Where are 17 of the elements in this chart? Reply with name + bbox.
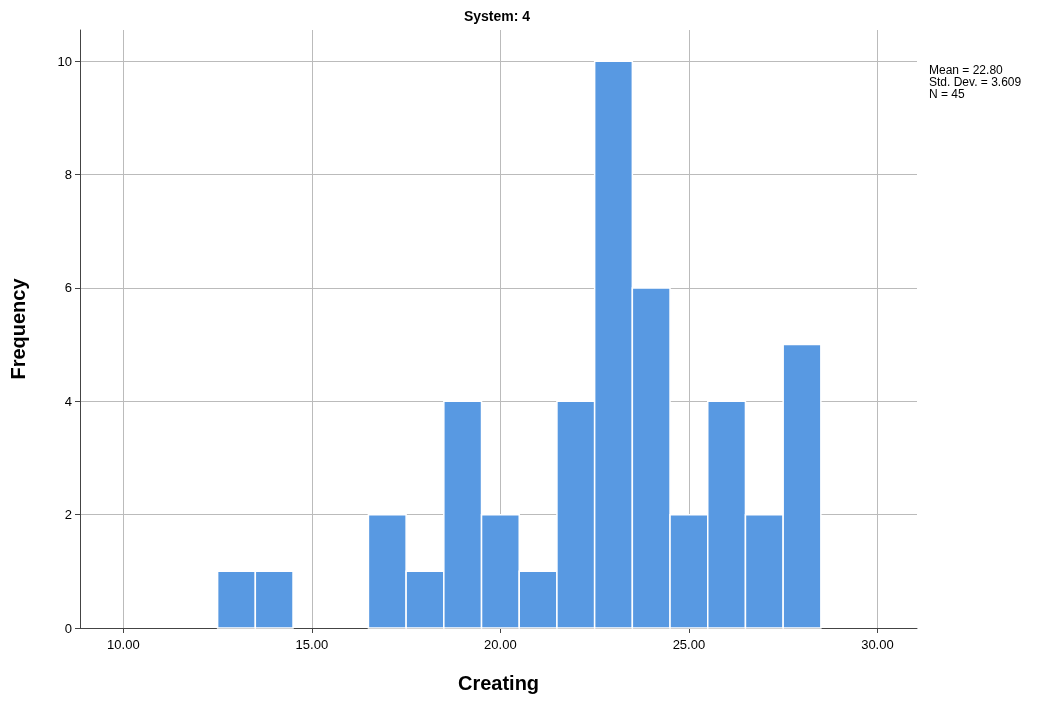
- x-tick-label: 25.00: [672, 637, 706, 652]
- y-tick-label: 4: [64, 393, 72, 409]
- y-tick-label: 8: [64, 167, 72, 183]
- y-tick-label: 6: [64, 280, 72, 296]
- y-axis-title: Frequency: [7, 277, 29, 380]
- x-tick-label: 30.00: [861, 637, 894, 652]
- text: Mean = 22.80: [929, 63, 1004, 77]
- x-tick-label: 15.00: [295, 637, 329, 652]
- chart-title: System: 4: [463, 8, 531, 24]
- y-tick-label: 10: [57, 53, 72, 69]
- x-axis-title: Creating: [457, 672, 540, 694]
- y-tick-label: 0: [64, 620, 72, 636]
- text: N = 45: [929, 87, 966, 101]
- text: Std. Dev. = 3.609: [929, 75, 1022, 89]
- x-tick-label: 20.00: [484, 637, 517, 652]
- x-tick-label: 10.00: [107, 637, 140, 652]
- y-tick-label: 2: [64, 507, 72, 523]
